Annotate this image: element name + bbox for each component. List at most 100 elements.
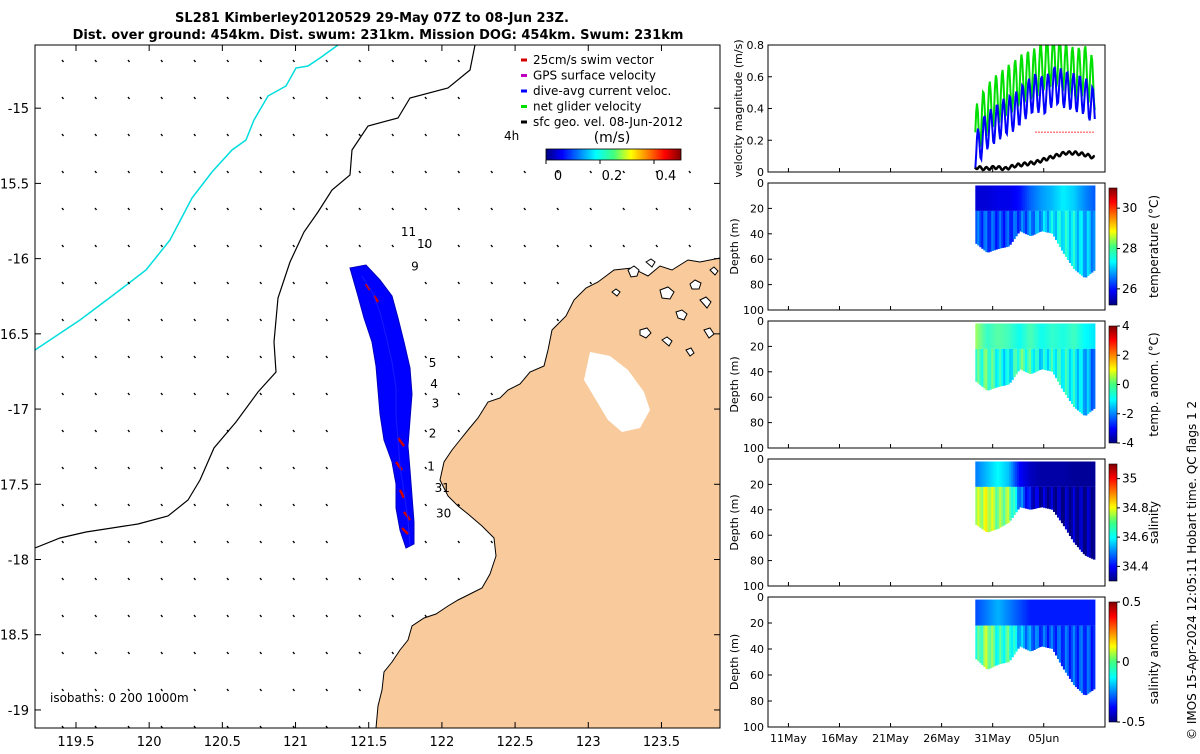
y-tick-label: 0.4 [747,103,765,116]
geo-vector [292,688,296,692]
heatmap-cell [995,486,998,530]
geo-vector [193,392,197,396]
heatmap-cell [989,185,992,211]
geo-vector [94,281,98,285]
map-x-axis: 119.5 120 120.5 121 121.5 122 122.5 123 123.5 [57,45,680,750]
geo-vector [94,59,98,63]
section-colorbar [1108,325,1118,444]
heatmap-cell [1092,625,1096,690]
heatmap-cell [1011,210,1014,242]
geo-vector [193,466,197,470]
geo-vector [457,207,461,211]
heatmap-cell [1035,599,1038,626]
heatmap-cell [1011,599,1014,626]
geo-vector [655,207,659,211]
heatmap-cell [1084,210,1088,278]
heatmap-cell [1055,599,1058,626]
geo-vector [457,59,461,63]
geo-vector [226,281,230,285]
heatmap-cell [1011,348,1014,380]
heatmap-cell [977,210,980,246]
map-y-tick-label: -18 [8,554,29,569]
legend-label: 25cm/s swim vector [533,53,654,67]
heatmap-cell [975,323,978,349]
heatmap-cell [1086,486,1090,557]
geo-vector [193,170,197,174]
heatmap-cell [991,348,994,389]
heatmap-cell [1033,599,1036,626]
geo-vector [127,96,131,100]
heatmap-cell [999,625,1002,665]
heatmap-cell [1029,348,1032,374]
heatmap-cell [1057,210,1060,244]
heatmap-cell [997,486,1000,529]
map-x-tick-label: 123 [576,735,601,750]
heatmap-cell [1074,210,1078,271]
velocity-lines [974,45,1096,172]
heatmap-cell [1045,599,1048,626]
heatmap-cell [985,599,988,626]
geo-vector [94,96,98,100]
geo-vector [259,614,263,618]
heatmap-cell [1086,461,1090,487]
geo-vector [490,207,494,211]
heatmap-cell [1007,599,1010,626]
heatmap-cell [1023,323,1026,349]
heatmap-cell [985,348,988,391]
heatmap-cell [983,323,986,349]
heatmap-cell [1092,486,1096,560]
heatmap-cell [1025,486,1028,509]
heatmap-cell [983,348,986,389]
geo-vector [688,170,692,174]
isobath-200m [35,45,476,549]
panel-frame [767,320,1106,449]
heatmap-cell [1066,625,1070,676]
date-tick-label: 26May [923,732,960,745]
geo-vector [457,133,461,137]
heatmap-cell [1039,210,1042,232]
heatmap-cell [1009,461,1012,487]
heatmap-cell [1086,599,1090,626]
geo-vector [523,207,527,211]
heatmap-cell [1023,599,1026,626]
y-tick-label: 80 [750,695,764,708]
heatmap-cell [1058,486,1062,521]
section-heatmap [975,461,1096,560]
heatmap-cell [1043,461,1046,487]
heatmap-cell [1007,185,1010,211]
y-tick-label: 20 [750,340,764,353]
heatmap-cell [1049,348,1052,372]
heatmap-cell [1015,486,1018,513]
panel-frame [767,596,1106,728]
geo-vector [325,281,329,285]
heatmap-cell [1082,348,1086,416]
geo-vector [325,59,329,63]
heatmap-cell [1033,461,1036,487]
y-tick-label: 0 [757,453,764,466]
geo-vector [358,133,362,137]
heatmap-cell [1023,185,1026,211]
heatmap-cell [1051,486,1054,510]
heatmap-cell [993,348,996,389]
heatmap-cell [1045,461,1048,487]
geo-vector [193,429,197,433]
geo-vector [94,503,98,507]
heatmap-cell [991,210,994,251]
heatmap-cell [1027,599,1030,626]
geo-vector [61,503,65,507]
heatmap-cell [1064,348,1068,395]
heatmap-cell [1019,599,1022,626]
geo-vector [259,429,263,433]
heatmap-cell [983,461,986,487]
geo-vector [490,540,494,544]
geo-vector [292,540,296,544]
heatmap-cell [1031,486,1034,510]
heatmap-cell [1055,486,1058,515]
geo-vector [61,281,65,285]
geo-vector [424,614,428,618]
